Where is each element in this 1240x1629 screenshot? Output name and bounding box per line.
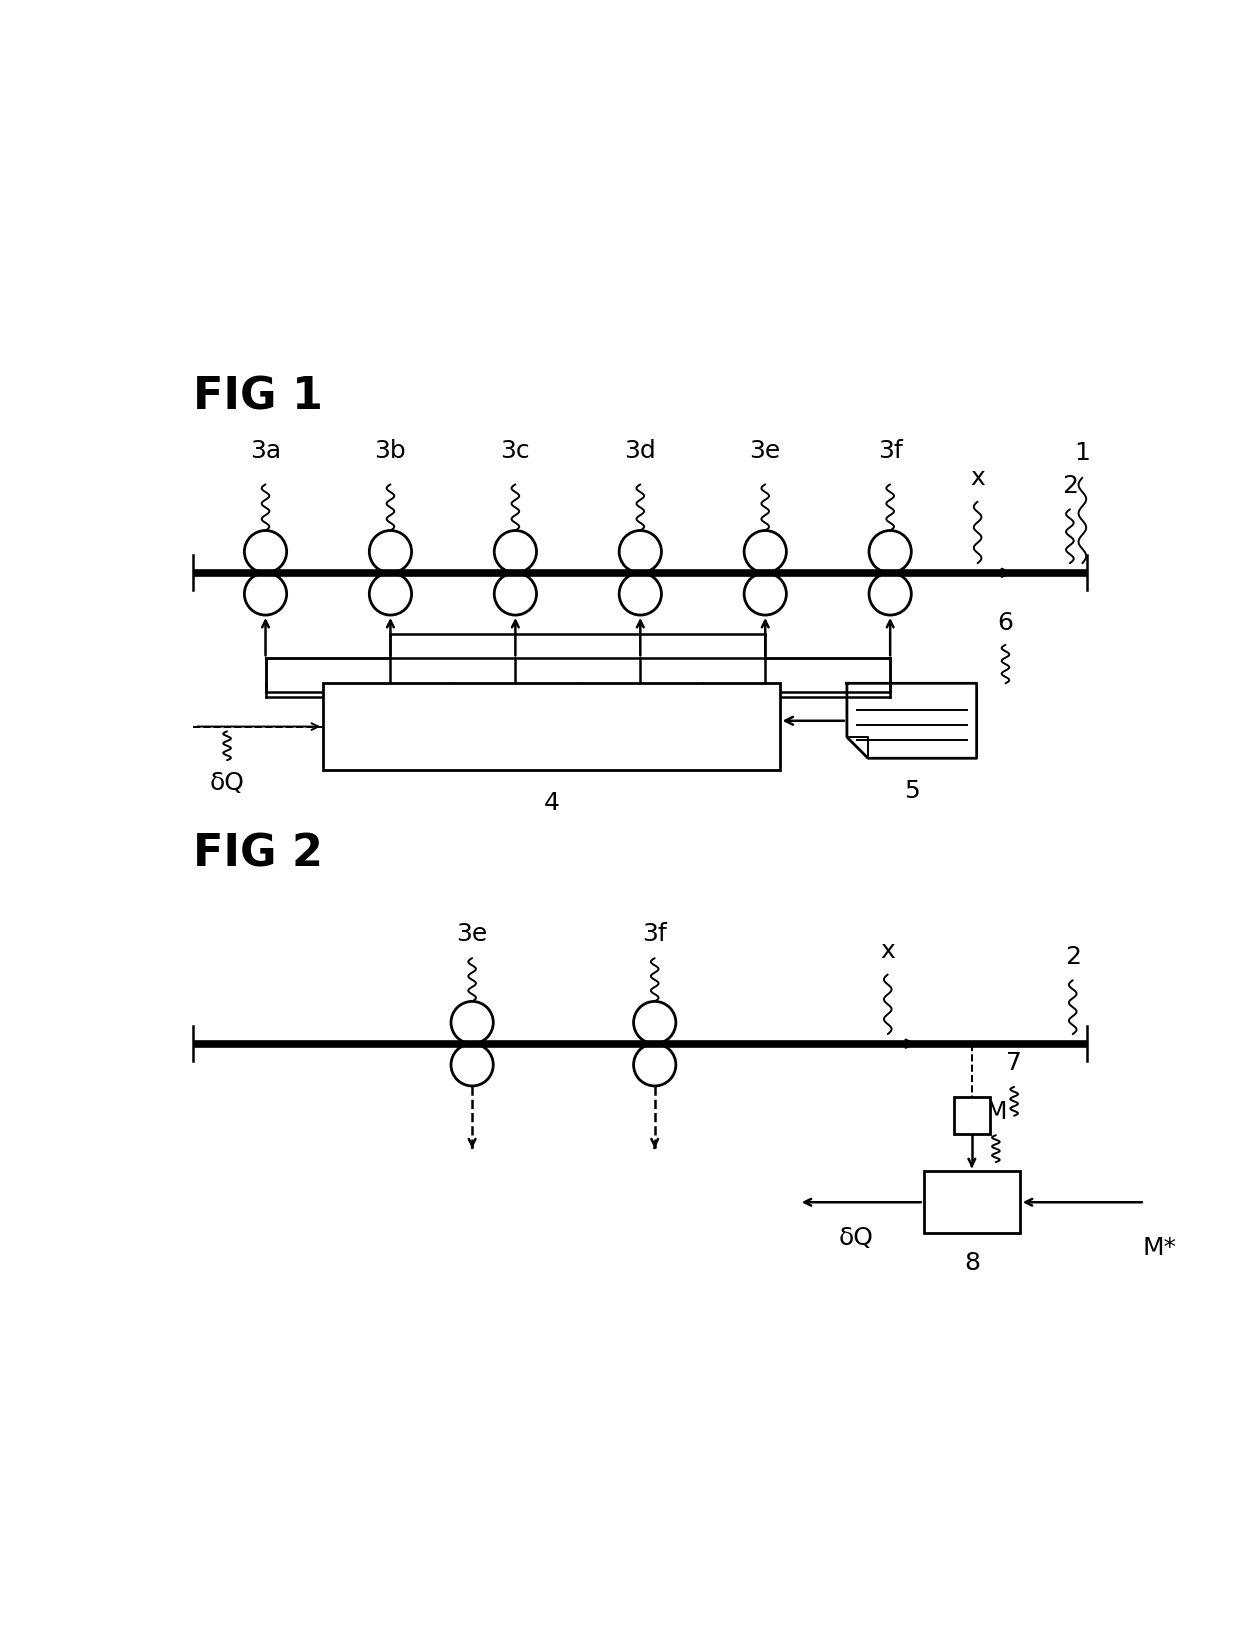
Text: x: x [970, 466, 985, 490]
Text: M: M [985, 1100, 1007, 1124]
Text: 3d: 3d [625, 440, 656, 463]
Text: 3f: 3f [642, 922, 667, 946]
Text: 3b: 3b [374, 440, 407, 463]
Text: 3f: 3f [878, 440, 903, 463]
Text: 4: 4 [543, 792, 559, 814]
Text: FIG 1: FIG 1 [193, 376, 324, 419]
Text: FIG 2: FIG 2 [193, 832, 324, 875]
Text: δQ: δQ [839, 1227, 874, 1251]
Text: M*: M* [1142, 1236, 1177, 1259]
Bar [924, 1171, 1019, 1233]
Text: δQ: δQ [210, 771, 244, 795]
Bar [324, 683, 780, 771]
Text: 2: 2 [1065, 945, 1081, 969]
Text: 7: 7 [1006, 1051, 1022, 1075]
Text: 6: 6 [997, 611, 1013, 635]
Text: 3e: 3e [750, 440, 781, 463]
Text: 3c: 3c [501, 440, 531, 463]
Text: 2: 2 [1061, 474, 1078, 498]
Text: x: x [880, 938, 895, 963]
Text: 8: 8 [963, 1251, 980, 1276]
Text: 3a: 3a [250, 440, 281, 463]
Text: 5: 5 [904, 779, 920, 803]
Text: 3e: 3e [456, 922, 487, 946]
Bar [954, 1098, 990, 1134]
Text: 1: 1 [1074, 441, 1090, 466]
